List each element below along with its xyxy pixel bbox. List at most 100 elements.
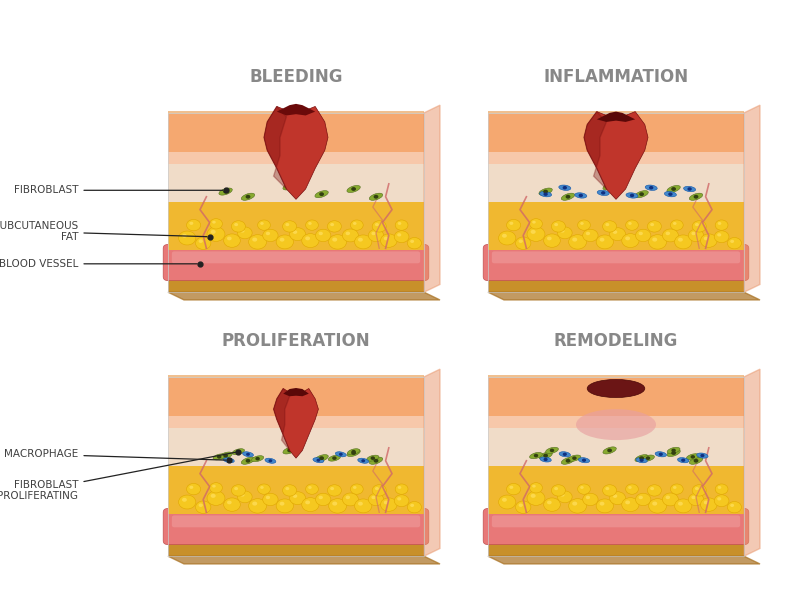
Circle shape [692, 485, 706, 496]
Circle shape [534, 454, 538, 457]
Circle shape [498, 495, 516, 509]
Circle shape [182, 234, 187, 238]
Polygon shape [168, 292, 440, 300]
Circle shape [372, 221, 386, 232]
Circle shape [317, 458, 320, 462]
Circle shape [626, 484, 638, 494]
Circle shape [566, 195, 570, 199]
Circle shape [544, 498, 560, 511]
Circle shape [217, 455, 222, 458]
Circle shape [586, 232, 590, 235]
Ellipse shape [697, 453, 708, 458]
FancyBboxPatch shape [483, 508, 749, 545]
Circle shape [601, 191, 606, 194]
Circle shape [572, 238, 578, 242]
Ellipse shape [242, 457, 254, 464]
Circle shape [234, 487, 238, 490]
FancyBboxPatch shape [172, 515, 420, 527]
Polygon shape [584, 112, 648, 199]
Circle shape [622, 233, 639, 248]
Circle shape [714, 231, 729, 242]
Circle shape [329, 235, 346, 249]
Circle shape [518, 239, 523, 243]
Circle shape [582, 458, 586, 462]
Circle shape [198, 239, 203, 243]
Circle shape [227, 458, 230, 462]
Circle shape [652, 502, 658, 506]
Circle shape [530, 230, 536, 234]
Circle shape [198, 503, 203, 507]
Circle shape [602, 485, 617, 496]
Ellipse shape [667, 449, 680, 457]
Circle shape [701, 234, 717, 247]
Text: REMODELING: REMODELING [554, 332, 678, 350]
Circle shape [530, 218, 542, 229]
Circle shape [290, 227, 306, 241]
Ellipse shape [219, 188, 232, 195]
Circle shape [276, 235, 294, 249]
Circle shape [550, 449, 554, 452]
Circle shape [638, 496, 643, 499]
Circle shape [371, 496, 376, 499]
Circle shape [227, 500, 232, 505]
Circle shape [527, 491, 545, 505]
Circle shape [238, 227, 252, 239]
Circle shape [647, 485, 662, 496]
Circle shape [613, 494, 618, 498]
Ellipse shape [251, 455, 264, 461]
Circle shape [286, 487, 290, 490]
Circle shape [302, 497, 319, 512]
Text: FIBROBLAST
PROLIFERATING: FIBROBLAST PROLIFERATING [0, 452, 236, 501]
Circle shape [286, 223, 290, 226]
Circle shape [342, 229, 358, 242]
Circle shape [649, 499, 666, 513]
Circle shape [306, 500, 310, 505]
Circle shape [704, 236, 709, 241]
Circle shape [622, 497, 639, 512]
Circle shape [212, 485, 216, 488]
Polygon shape [744, 369, 760, 556]
Ellipse shape [578, 458, 590, 463]
Circle shape [262, 493, 278, 506]
Ellipse shape [559, 452, 570, 457]
Circle shape [362, 459, 365, 462]
Circle shape [582, 229, 598, 242]
Circle shape [308, 222, 312, 225]
Circle shape [600, 502, 605, 506]
Circle shape [662, 229, 678, 242]
Circle shape [384, 500, 389, 505]
Ellipse shape [213, 454, 226, 460]
Circle shape [569, 499, 586, 513]
FancyBboxPatch shape [168, 200, 424, 250]
FancyBboxPatch shape [488, 414, 744, 428]
Circle shape [727, 502, 742, 513]
Circle shape [249, 235, 266, 249]
Circle shape [342, 493, 358, 506]
Circle shape [670, 220, 683, 230]
Circle shape [569, 235, 586, 249]
Circle shape [695, 223, 699, 226]
Circle shape [586, 496, 590, 499]
Circle shape [639, 458, 644, 462]
Circle shape [397, 233, 402, 236]
Circle shape [330, 487, 334, 490]
Circle shape [329, 499, 346, 513]
Circle shape [673, 486, 677, 489]
Polygon shape [274, 389, 290, 451]
Ellipse shape [223, 458, 234, 463]
Circle shape [246, 459, 250, 463]
Circle shape [606, 223, 610, 226]
Circle shape [398, 486, 402, 489]
Circle shape [628, 486, 632, 489]
Circle shape [596, 499, 614, 513]
Circle shape [646, 457, 650, 460]
Circle shape [315, 493, 331, 506]
Circle shape [371, 232, 376, 235]
Circle shape [327, 221, 342, 232]
Ellipse shape [315, 191, 328, 198]
Circle shape [249, 499, 266, 513]
Circle shape [554, 487, 558, 490]
Circle shape [727, 238, 742, 249]
Circle shape [695, 487, 699, 490]
Ellipse shape [667, 447, 680, 454]
